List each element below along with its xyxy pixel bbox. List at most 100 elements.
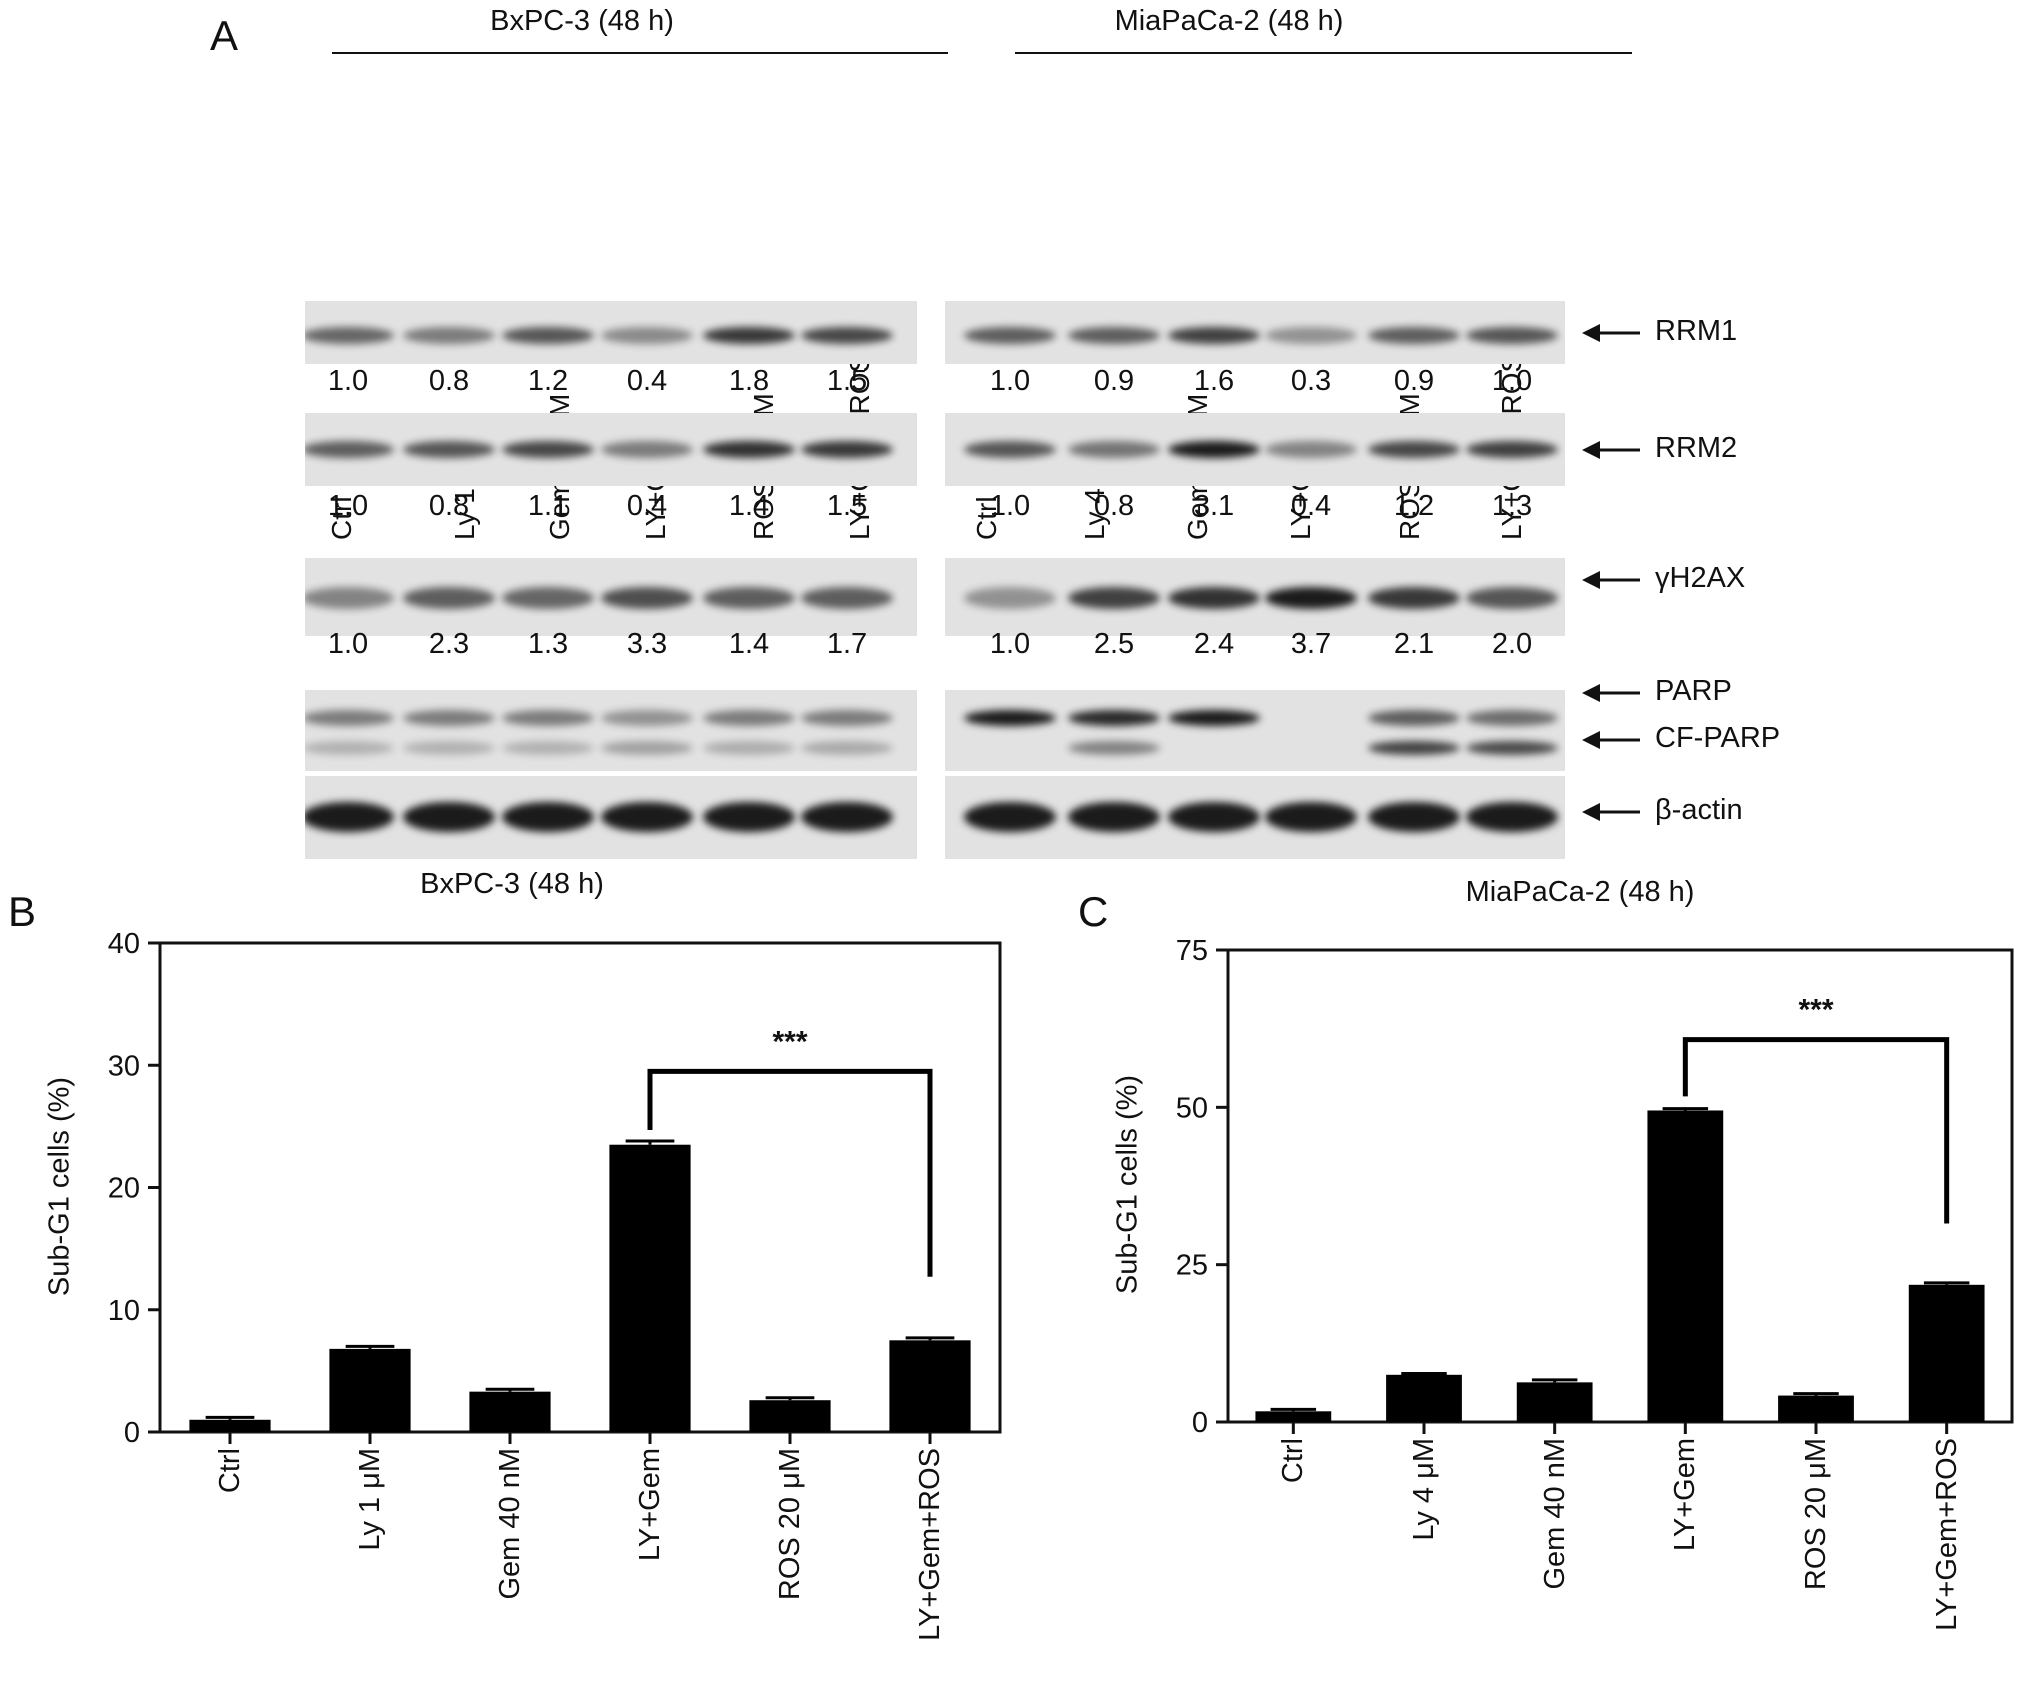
y-tick-label: 10 xyxy=(108,1295,140,1327)
blot-band xyxy=(703,587,795,609)
bar xyxy=(189,1419,271,1432)
blot-band-cf-parp xyxy=(1466,741,1558,755)
blot-gh2ax xyxy=(305,558,917,636)
bar xyxy=(469,1391,551,1432)
blot-band-cf-parp xyxy=(1068,741,1160,755)
quant-value: 0.3 xyxy=(1290,365,1332,397)
blot-band xyxy=(502,440,594,458)
quant-value: 1.3 xyxy=(1491,490,1533,522)
blot-band xyxy=(1466,710,1558,726)
quant-value: 0.9 xyxy=(1393,365,1435,397)
quant-value: 3.1 xyxy=(1193,490,1235,522)
blot-group-title: MiaPaCa-2 (48 h) xyxy=(1114,5,1344,37)
quant-value: 2.5 xyxy=(1093,628,1135,660)
blot-band-cf-parp xyxy=(1368,741,1460,755)
bar xyxy=(1908,1284,1985,1422)
blot-band xyxy=(1068,587,1160,609)
arrow-head xyxy=(1582,684,1600,702)
bar xyxy=(1255,1411,1332,1422)
blot-band xyxy=(601,710,693,726)
bar xyxy=(1647,1110,1724,1422)
blot-band xyxy=(1168,326,1260,344)
panel-label-c: C xyxy=(1078,888,1109,935)
blot-gh2ax xyxy=(945,558,1565,636)
blot-band xyxy=(1168,587,1260,609)
blot-band xyxy=(601,326,693,344)
blot-band-cf-parp xyxy=(502,741,594,755)
blot-band xyxy=(403,587,495,609)
chart-title: BxPC-3 (48 h) xyxy=(420,868,604,900)
quant-value: 2.3 xyxy=(428,628,470,660)
y-tick-label: 40 xyxy=(108,928,140,960)
bar xyxy=(1778,1395,1854,1422)
blot-band xyxy=(801,440,893,458)
blot-band xyxy=(305,710,394,726)
quant-value: 2.1 xyxy=(1393,628,1435,660)
quant-value: 1.0 xyxy=(989,365,1031,397)
blot-parp xyxy=(305,690,917,771)
significance-bracket xyxy=(1682,1037,1950,1224)
blot-band xyxy=(964,802,1056,832)
quant-value: 1.0 xyxy=(1491,365,1533,397)
quant-value: 0.8 xyxy=(428,490,470,522)
quant-value: 0.4 xyxy=(626,490,668,522)
blot-band xyxy=(964,587,1056,609)
protein-label: CF-PARP xyxy=(1655,722,1781,754)
panel-label-b: B xyxy=(8,888,37,935)
blot-band xyxy=(1368,440,1460,458)
protein-label: RRM2 xyxy=(1655,432,1738,464)
blot-band-cf-parp xyxy=(703,741,795,755)
blot-band xyxy=(1368,587,1460,609)
arrow-head xyxy=(1582,803,1600,821)
arrow-head xyxy=(1582,571,1600,589)
blot-band-cf-parp xyxy=(305,741,394,755)
quant-value: 0.8 xyxy=(1093,490,1135,522)
blot-parp xyxy=(945,690,1565,771)
quant-value: 1.8 xyxy=(728,365,770,397)
blot-band xyxy=(305,440,394,458)
blot-band xyxy=(964,326,1056,344)
blot-band xyxy=(305,326,394,344)
blot-band xyxy=(801,326,893,344)
blot-band xyxy=(1368,326,1460,344)
y-tick-label: 75 xyxy=(1176,935,1208,967)
blot-band xyxy=(801,587,893,609)
blot-band xyxy=(1466,440,1558,458)
protein-label: β-actin xyxy=(1655,794,1743,826)
protein-label: γH2AX xyxy=(1655,562,1746,594)
blot-band xyxy=(1068,440,1160,458)
bar xyxy=(1516,1382,1593,1422)
x-tick-label: LY+Gem+ROS xyxy=(1930,1438,1963,1631)
quant-value: 1.2 xyxy=(527,365,569,397)
significance-stars: *** xyxy=(772,1025,807,1058)
blot-band xyxy=(703,326,795,344)
y-axis-label: Sub-G1 cells (%) xyxy=(1111,1074,1144,1295)
blot-band xyxy=(1466,326,1558,344)
blot-band-cf-parp xyxy=(601,741,693,755)
arrow-head xyxy=(1582,731,1600,749)
quant-value: 1.4 xyxy=(728,490,770,522)
y-tick-label: 20 xyxy=(108,1173,140,1205)
protein-label: RRM1 xyxy=(1655,315,1738,347)
quant-value: 1.5 xyxy=(826,365,868,397)
bar xyxy=(609,1144,691,1432)
x-tick-label: Gem 40 nM xyxy=(1538,1438,1571,1590)
significance-stars: *** xyxy=(1798,994,1833,1027)
blot-band xyxy=(502,587,594,609)
blot-rrm1 xyxy=(945,301,1565,364)
blot-group-title: BxPC-3 (48 h) xyxy=(490,5,674,37)
quant-value: 1.6 xyxy=(1193,365,1235,397)
quant-value: 1.0 xyxy=(327,628,369,660)
blot-band xyxy=(1068,710,1160,726)
x-tick-label: ROS 20 μM xyxy=(1800,1438,1832,1591)
chart-title: MiaPaCa-2 (48 h) xyxy=(1465,876,1695,908)
blot-actin xyxy=(945,776,1565,859)
blot-band xyxy=(703,802,795,832)
quant-value: 1.2 xyxy=(1393,490,1435,522)
blot-band xyxy=(1368,802,1460,832)
blot-band xyxy=(1265,326,1357,344)
y-tick-label: 25 xyxy=(1176,1250,1208,1282)
quant-value: 3.3 xyxy=(626,628,668,660)
x-tick-label: Ctrl xyxy=(1277,1438,1310,1484)
